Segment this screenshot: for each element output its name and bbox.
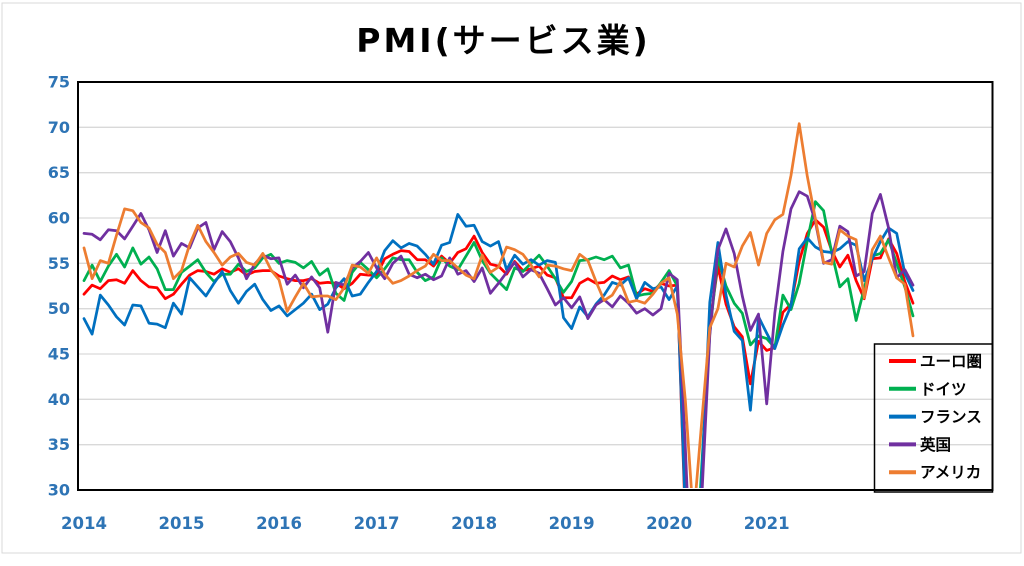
x-tick-label: 2015 [159,514,205,533]
x-tick-label: 2018 [451,514,497,533]
legend-item-uk: 英国 [889,435,951,454]
y-tick-label: 40 [48,390,70,409]
y-tick-label: 60 [48,209,70,228]
legend-label-germany: ドイツ [920,380,967,398]
x-tick-label: 2017 [354,514,400,533]
y-tick-label: 55 [48,254,70,273]
y-tick-label: 45 [48,345,70,364]
chart-area-border [1,2,1022,554]
legend-label-uk: 英国 [919,435,951,454]
legend-item-germany: ドイツ [889,380,967,398]
legend-item-eurozone: ユーロ圏 [889,353,982,371]
series-line-france [82,213,915,488]
y-tick-label: 30 [48,481,70,500]
y-tick-label: 35 [48,435,70,454]
legend-label-france: フランス [920,408,982,426]
series-line-usa [82,122,915,488]
plot-frame [77,81,994,491]
y-tick-label: 65 [48,163,70,182]
series-line-uk [82,190,915,488]
legend-label-usa: アメリカ [920,464,981,482]
y-tick-label: 75 [48,73,70,92]
legend-label-eurozone: ユーロ圏 [920,353,982,371]
x-tick-label: 2020 [646,514,692,533]
x-tick-label: 2014 [61,514,107,533]
legend-item-france: フランス [889,408,982,426]
legend-item-usa: アメリカ [889,464,981,482]
series-line-germany [82,200,915,488]
legend-box [873,343,994,493]
y-tick-label: 50 [48,299,70,318]
x-tick-label: 2016 [256,514,302,533]
x-tick-label: 2019 [549,514,595,533]
chart-title: PMI(サービス業) [356,21,651,60]
x-tick-label: 2021 [744,514,790,533]
y-tick-label: 70 [48,118,70,137]
